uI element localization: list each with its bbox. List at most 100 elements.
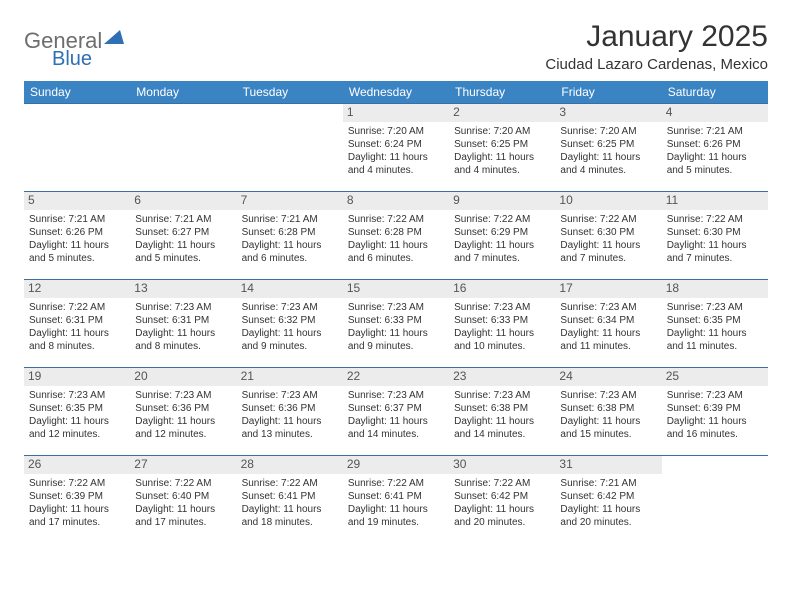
- calendar-day-cell: 19Sunrise: 7:23 AMSunset: 6:35 PMDayligh…: [24, 368, 130, 456]
- day-sunrise: Sunrise: 7:23 AM: [348, 301, 444, 314]
- day-sunrise: Sunrise: 7:22 AM: [454, 213, 550, 226]
- day-sunset: Sunset: 6:38 PM: [454, 402, 550, 415]
- calendar-day-cell: 25Sunrise: 7:23 AMSunset: 6:39 PMDayligh…: [662, 368, 768, 456]
- day-daylight2: and 7 minutes.: [667, 252, 763, 265]
- day-sunset: Sunset: 6:29 PM: [454, 226, 550, 239]
- day-sunset: Sunset: 6:28 PM: [242, 226, 338, 239]
- day-number: 21: [237, 368, 343, 386]
- day-sunrise: Sunrise: 7:23 AM: [242, 389, 338, 402]
- day-number: 10: [555, 192, 661, 210]
- day-daylight2: and 8 minutes.: [135, 340, 231, 353]
- day-sunset: Sunset: 6:39 PM: [29, 490, 125, 503]
- day-daylight1: Daylight: 11 hours: [29, 415, 125, 428]
- calendar-day-cell: 20Sunrise: 7:23 AMSunset: 6:36 PMDayligh…: [130, 368, 236, 456]
- day-daylight1: Daylight: 11 hours: [135, 415, 231, 428]
- day-sunset: Sunset: 6:42 PM: [560, 490, 656, 503]
- day-daylight1: Daylight: 11 hours: [135, 327, 231, 340]
- day-header: Saturday: [662, 81, 768, 104]
- day-sunset: Sunset: 6:31 PM: [29, 314, 125, 327]
- day-daylight2: and 5 minutes.: [667, 164, 763, 177]
- day-daylight2: and 4 minutes.: [348, 164, 444, 177]
- day-daylight2: and 17 minutes.: [135, 516, 231, 529]
- day-daylight1: Daylight: 11 hours: [242, 239, 338, 252]
- day-sunrise: Sunrise: 7:22 AM: [29, 477, 125, 490]
- day-daylight2: and 5 minutes.: [135, 252, 231, 265]
- day-sunrise: Sunrise: 7:21 AM: [29, 213, 125, 226]
- day-number: 7: [237, 192, 343, 210]
- day-sunset: Sunset: 6:36 PM: [135, 402, 231, 415]
- calendar-day-cell: 6Sunrise: 7:21 AMSunset: 6:27 PMDaylight…: [130, 192, 236, 280]
- day-daylight1: Daylight: 11 hours: [560, 151, 656, 164]
- day-number: 17: [555, 280, 661, 298]
- day-sunset: Sunset: 6:38 PM: [560, 402, 656, 415]
- calendar-day-cell: 14Sunrise: 7:23 AMSunset: 6:32 PMDayligh…: [237, 280, 343, 368]
- calendar-day-cell: 10Sunrise: 7:22 AMSunset: 6:30 PMDayligh…: [555, 192, 661, 280]
- day-sunrise: Sunrise: 7:23 AM: [454, 389, 550, 402]
- day-number: 2: [449, 104, 555, 122]
- day-daylight2: and 20 minutes.: [560, 516, 656, 529]
- day-header: Friday: [555, 81, 661, 104]
- day-daylight1: Daylight: 11 hours: [454, 327, 550, 340]
- calendar-empty-cell: [130, 104, 236, 192]
- day-daylight2: and 18 minutes.: [242, 516, 338, 529]
- day-sunset: Sunset: 6:42 PM: [454, 490, 550, 503]
- day-number: 28: [237, 456, 343, 474]
- day-number: 13: [130, 280, 236, 298]
- day-number: 19: [24, 368, 130, 386]
- day-number: 27: [130, 456, 236, 474]
- calendar-day-cell: 18Sunrise: 7:23 AMSunset: 6:35 PMDayligh…: [662, 280, 768, 368]
- day-sunset: Sunset: 6:41 PM: [242, 490, 338, 503]
- day-daylight1: Daylight: 11 hours: [29, 327, 125, 340]
- day-sunset: Sunset: 6:39 PM: [667, 402, 763, 415]
- day-daylight1: Daylight: 11 hours: [560, 503, 656, 516]
- calendar-day-cell: 8Sunrise: 7:22 AMSunset: 6:28 PMDaylight…: [343, 192, 449, 280]
- calendar-day-cell: 7Sunrise: 7:21 AMSunset: 6:28 PMDaylight…: [237, 192, 343, 280]
- day-sunrise: Sunrise: 7:23 AM: [135, 301, 231, 314]
- calendar-day-cell: 2Sunrise: 7:20 AMSunset: 6:25 PMDaylight…: [449, 104, 555, 192]
- calendar-day-cell: 3Sunrise: 7:20 AMSunset: 6:25 PMDaylight…: [555, 104, 661, 192]
- day-daylight2: and 9 minutes.: [348, 340, 444, 353]
- calendar-day-cell: 26Sunrise: 7:22 AMSunset: 6:39 PMDayligh…: [24, 456, 130, 544]
- day-number: 20: [130, 368, 236, 386]
- day-sunrise: Sunrise: 7:22 AM: [454, 477, 550, 490]
- day-header: Thursday: [449, 81, 555, 104]
- day-number: 9: [449, 192, 555, 210]
- day-sunset: Sunset: 6:35 PM: [29, 402, 125, 415]
- calendar-week-row: 5Sunrise: 7:21 AMSunset: 6:26 PMDaylight…: [24, 192, 768, 280]
- day-number: 23: [449, 368, 555, 386]
- day-sunset: Sunset: 6:25 PM: [454, 138, 550, 151]
- day-daylight2: and 11 minutes.: [667, 340, 763, 353]
- day-sunset: Sunset: 6:25 PM: [560, 138, 656, 151]
- day-daylight1: Daylight: 11 hours: [135, 239, 231, 252]
- day-daylight2: and 16 minutes.: [667, 428, 763, 441]
- calendar-header-row: SundayMondayTuesdayWednesdayThursdayFrid…: [24, 81, 768, 104]
- day-number: 8: [343, 192, 449, 210]
- calendar-day-cell: 31Sunrise: 7:21 AMSunset: 6:42 PMDayligh…: [555, 456, 661, 544]
- day-sunrise: Sunrise: 7:22 AM: [348, 477, 444, 490]
- day-sunrise: Sunrise: 7:22 AM: [29, 301, 125, 314]
- day-daylight1: Daylight: 11 hours: [454, 151, 550, 164]
- calendar-body: 1Sunrise: 7:20 AMSunset: 6:24 PMDaylight…: [24, 104, 768, 544]
- day-daylight1: Daylight: 11 hours: [348, 415, 444, 428]
- day-sunrise: Sunrise: 7:23 AM: [560, 389, 656, 402]
- day-sunset: Sunset: 6:37 PM: [348, 402, 444, 415]
- day-daylight2: and 12 minutes.: [29, 428, 125, 441]
- day-sunset: Sunset: 6:34 PM: [560, 314, 656, 327]
- calendar-week-row: 26Sunrise: 7:22 AMSunset: 6:39 PMDayligh…: [24, 456, 768, 544]
- day-daylight1: Daylight: 11 hours: [667, 415, 763, 428]
- day-number: 1: [343, 104, 449, 122]
- day-daylight2: and 14 minutes.: [348, 428, 444, 441]
- day-number: 31: [555, 456, 661, 474]
- calendar-day-cell: 13Sunrise: 7:23 AMSunset: 6:31 PMDayligh…: [130, 280, 236, 368]
- day-daylight2: and 5 minutes.: [29, 252, 125, 265]
- day-daylight1: Daylight: 11 hours: [242, 415, 338, 428]
- day-number: 6: [130, 192, 236, 210]
- day-sunset: Sunset: 6:26 PM: [29, 226, 125, 239]
- calendar-day-cell: 17Sunrise: 7:23 AMSunset: 6:34 PMDayligh…: [555, 280, 661, 368]
- day-number: 11: [662, 192, 768, 210]
- day-number: 3: [555, 104, 661, 122]
- calendar-day-cell: 9Sunrise: 7:22 AMSunset: 6:29 PMDaylight…: [449, 192, 555, 280]
- day-daylight1: Daylight: 11 hours: [135, 503, 231, 516]
- day-daylight1: Daylight: 11 hours: [667, 239, 763, 252]
- day-daylight1: Daylight: 11 hours: [454, 503, 550, 516]
